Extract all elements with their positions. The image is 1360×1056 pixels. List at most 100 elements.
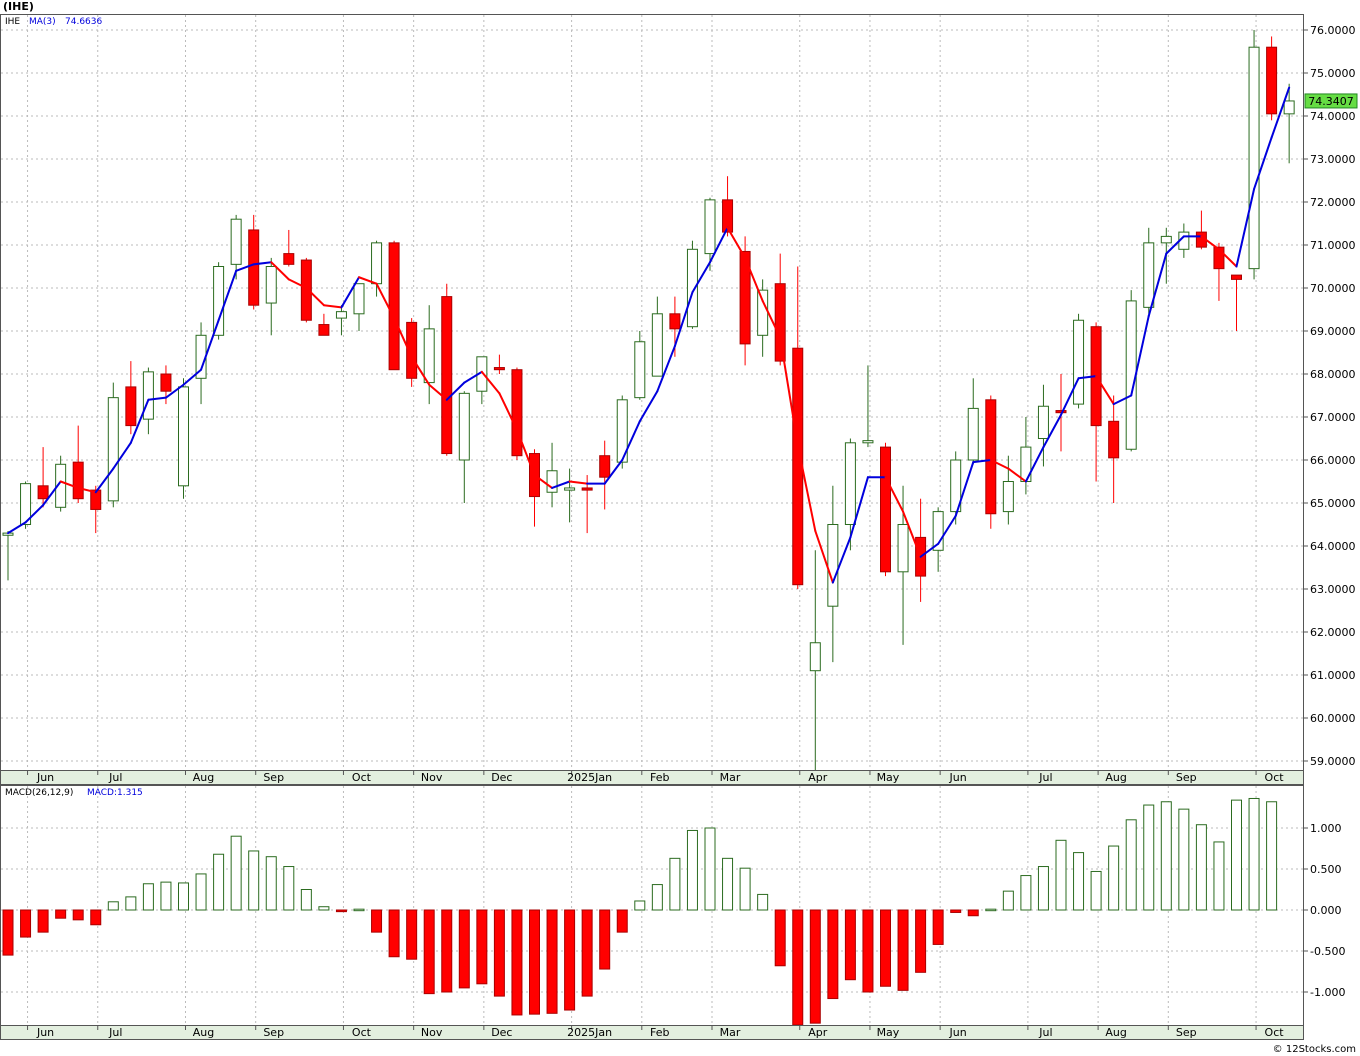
macd-bar [792, 909, 804, 1026]
macd-x-axis-band [0, 1025, 1304, 1040]
macd-bar [335, 909, 347, 913]
ma3-segment [1007, 467, 1027, 483]
macd-x-tick-label: Oct [352, 1026, 372, 1039]
candle-body [1002, 481, 1014, 513]
ma3-segment [1077, 375, 1098, 380]
ma3-segment [59, 480, 80, 489]
candle-body [686, 248, 698, 328]
candle [423, 305, 435, 405]
candle [300, 257, 312, 323]
ma3-segment [761, 299, 782, 339]
macd-bar [125, 896, 137, 911]
macd-x-tick-label: Nov [421, 1026, 443, 1039]
macd-legend-value: MACD:1.315 [87, 788, 143, 798]
ma3-segment [200, 319, 220, 371]
candle-body [335, 311, 347, 319]
macd-bar [581, 909, 593, 997]
macd-bar [616, 909, 628, 933]
candle-body [634, 341, 646, 399]
candle [1231, 274, 1242, 331]
ma3-segment [305, 287, 325, 307]
macd-bar [809, 909, 821, 1024]
ma3-segment [796, 443, 817, 532]
macd-bar [248, 850, 260, 911]
macd-bar [915, 909, 927, 973]
candle [107, 382, 119, 508]
price-x-tick-label: Apr [808, 771, 828, 784]
candle-body [511, 369, 523, 457]
macd-bar [1125, 819, 1137, 911]
candle [335, 305, 347, 336]
price-x-tick-label: Aug [1105, 771, 1126, 784]
ma3-segment [972, 459, 992, 464]
candle-body [967, 407, 979, 461]
macd-bar [774, 909, 786, 967]
ma3-segment [322, 304, 343, 309]
candle [388, 240, 400, 371]
candle-body [493, 367, 505, 371]
ma3-segment [831, 536, 852, 584]
price-panel-frame [0, 14, 1304, 771]
macd-y-tick-label: 0.000 [1310, 904, 1342, 917]
candle-body [1073, 319, 1085, 405]
macd-bar [37, 909, 49, 933]
candle [213, 262, 225, 340]
candle [932, 507, 944, 572]
candle [90, 485, 102, 534]
macd-bar [634, 900, 646, 911]
ma3-segment [1147, 252, 1168, 317]
ma3-segment [77, 486, 97, 494]
macd-bar [90, 909, 102, 926]
ma3-segment [779, 336, 799, 446]
candle [564, 468, 576, 523]
price-y-tick-label: 73.0000 [1310, 153, 1356, 166]
macd-bar [388, 909, 400, 958]
macd-bar [897, 909, 909, 991]
candle [634, 331, 646, 400]
macd-bar [178, 882, 189, 911]
candle-body [283, 253, 295, 265]
ma3-segment [919, 542, 940, 558]
price-x-axis-band [0, 770, 1304, 785]
macd-y-tick-label: -0.500 [1310, 945, 1345, 958]
ma3-segment [217, 269, 238, 322]
price-y-tick-label: 76.0000 [1310, 24, 1356, 37]
candle [1073, 313, 1085, 409]
candle [686, 240, 698, 329]
price-x-tick-label: Jun [36, 771, 54, 784]
price-x-tick-label: Mar [720, 771, 741, 784]
macd-bar [1002, 890, 1014, 911]
macd-bar [739, 867, 751, 911]
price-y-tick-label: 59.0000 [1310, 755, 1356, 768]
ma3-segment [1060, 377, 1080, 416]
ma3-segment [375, 282, 396, 320]
candle [581, 475, 593, 534]
macd-bar [1231, 799, 1242, 911]
ma3-segment [498, 392, 518, 431]
macd-bar [669, 857, 681, 911]
candle-body [55, 463, 67, 508]
macd-x-tick-label: 2025Jan [567, 1026, 612, 1039]
candle-body [669, 313, 681, 330]
macd-bar [406, 909, 418, 960]
macd-bar [564, 909, 576, 1011]
ma3-segment [515, 428, 536, 477]
ma3-segment [849, 476, 869, 539]
candle-body [265, 266, 277, 304]
candle-body [1055, 410, 1067, 414]
candle-body [1160, 235, 1172, 244]
candle-body [844, 442, 856, 525]
macd-bar [1213, 841, 1225, 911]
ma3-segment [340, 276, 360, 309]
ma3-segment [7, 521, 27, 535]
ma3-segment [24, 504, 45, 524]
price-x-tick-label: May [877, 771, 900, 784]
ma3-segment [147, 396, 167, 401]
ma3-segment [182, 368, 203, 386]
candle-body [651, 313, 663, 377]
macd-bar [441, 909, 453, 993]
macd-bar [985, 908, 997, 912]
candle [458, 391, 470, 503]
ma3-segment [1253, 136, 1273, 191]
macd-bar [20, 909, 32, 938]
